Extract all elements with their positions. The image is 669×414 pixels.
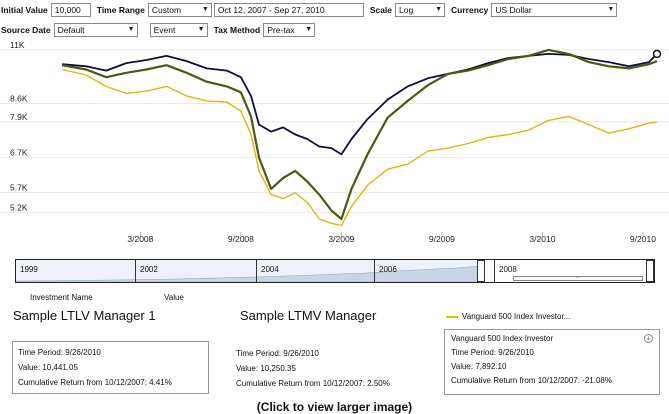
time-navigator[interactable]: 1999 2002 2004 2006 2008 ··· bbox=[15, 259, 655, 283]
vanguard-info-box: + Vanguard 500 Index Investor Time Perio… bbox=[444, 329, 660, 395]
navigator-scrollbar[interactable]: ··· bbox=[513, 276, 643, 281]
controls-row-2: Source Date Default ▼ Event ▼ Tax Method… bbox=[0, 22, 316, 38]
source-date-select[interactable]: Default ▼ bbox=[53, 23, 138, 37]
ltlv-cumulative-return: Cumulative Return from 10/12/2007: 4.41% bbox=[18, 378, 172, 387]
chevron-down-icon: ▼ bbox=[435, 6, 443, 13]
vanguard-cumulative-return: Cumulative Return from 10/12/2007: -21.0… bbox=[451, 376, 612, 385]
plus-circle-icon[interactable]: + bbox=[644, 334, 653, 343]
y-tick-label: 5.2K bbox=[10, 203, 28, 213]
scale-select[interactable]: Log ▼ bbox=[395, 3, 446, 17]
initial-value-input[interactable]: 10,000 bbox=[50, 3, 91, 17]
time-range-value: Custom bbox=[151, 5, 182, 15]
tax-method-value: Pre-tax bbox=[267, 25, 295, 35]
chevron-down-icon: ▼ bbox=[201, 6, 209, 13]
x-tick-label: 3/2009 bbox=[328, 234, 354, 244]
fund-name-ltmv[interactable]: Sample LTMV Manager bbox=[240, 308, 377, 323]
time-range-label: Time Range bbox=[96, 5, 145, 15]
scale-value: Log bbox=[399, 5, 414, 15]
ltlv-info-box: Time Period: 9/26/2010 Value: 10,441.05 … bbox=[12, 341, 209, 394]
time-range-select[interactable]: Custom ▼ bbox=[147, 3, 212, 17]
chevron-down-icon: ▼ bbox=[197, 26, 205, 33]
series-line-gold bbox=[61, 68, 658, 227]
event-value: Event bbox=[153, 25, 176, 35]
navigator-year: 2004 bbox=[256, 260, 279, 282]
date-range-field[interactable]: Oct 12, 2007 - Sep 27, 2010 bbox=[213, 3, 364, 17]
ltmv-time-period: Time Period: 9/26/2010 bbox=[236, 349, 319, 358]
currency-value: US Dollar bbox=[495, 5, 532, 15]
navigator-selected-range[interactable] bbox=[16, 260, 481, 282]
x-tick-label: 3/2008 bbox=[127, 234, 153, 244]
series-end-marker[interactable] bbox=[652, 49, 662, 59]
ltlv-time-period: Time Period: 9/26/2010 bbox=[18, 348, 101, 357]
vanguard-box-title: Vanguard 500 Index Investor bbox=[451, 334, 554, 343]
series-line-olive bbox=[61, 48, 658, 221]
y-tick-label: 6.7K bbox=[10, 148, 28, 158]
ltlv-value: Value: 10,441.05 bbox=[18, 363, 78, 372]
ltmv-value: Value: 10,250.35 bbox=[236, 364, 296, 373]
fund-name-vanguard: Vanguard 500 Index Investor... bbox=[462, 312, 571, 321]
navigator-left-handle[interactable] bbox=[477, 260, 485, 282]
navigator-year: 2008 bbox=[494, 260, 517, 282]
vanguard-time-period: Time Period: 9/26/2010 bbox=[451, 348, 534, 357]
navigator-year: 1999 bbox=[20, 265, 38, 274]
investment-name-header: Investment Name bbox=[30, 293, 93, 302]
controls-row-1: Initial Value 10,000 Time Range Custom ▼… bbox=[0, 2, 618, 18]
x-tick-label: 9/2009 bbox=[429, 234, 455, 244]
navigator-year: 2002 bbox=[135, 260, 158, 282]
ltmv-cumulative-return: Cumulative Return from 10/12/2007: 2.50% bbox=[236, 379, 390, 388]
source-date-label: Source Date bbox=[1, 25, 51, 35]
chevron-down-icon: ▼ bbox=[607, 6, 615, 13]
fund-legend-vanguard[interactable]: Vanguard 500 Index Investor... bbox=[446, 312, 570, 321]
x-tick-label: 9/2008 bbox=[228, 234, 254, 244]
initial-value-label: Initial Value bbox=[1, 5, 48, 15]
y-tick-label: 7.9K bbox=[10, 112, 28, 122]
chevron-down-icon: ▼ bbox=[305, 26, 313, 33]
image-caption-link[interactable]: (Click to view larger image) bbox=[256, 400, 413, 414]
event-select[interactable]: Event ▼ bbox=[149, 23, 208, 37]
vanguard-value: Value: 7,892.10 bbox=[451, 362, 507, 371]
source-date-value: Default bbox=[57, 25, 85, 35]
gold-line-swatch bbox=[446, 315, 458, 318]
x-tick-label: 3/2010 bbox=[529, 234, 555, 244]
scale-label: Scale bbox=[369, 5, 393, 15]
x-axis-ticks: 3/2008 9/2008 3/2009 9/2009 3/2010 9/2010 bbox=[127, 232, 656, 244]
navigator-area-graph bbox=[16, 265, 481, 282]
y-tick-label: 8.6K bbox=[10, 93, 28, 103]
y-tick-label: 5.7K bbox=[10, 183, 28, 193]
x-tick-label: 9/2010 bbox=[630, 234, 656, 244]
chart-series bbox=[61, 48, 658, 227]
tax-method-select[interactable]: Pre-tax ▼ bbox=[263, 23, 316, 37]
fund-name-ltlv[interactable]: Sample LTLV Manager 1 bbox=[13, 308, 156, 323]
currency-label: Currency bbox=[451, 5, 489, 15]
ltmv-info-box: Time Period: 9/26/2010 Value: 10,250.35 … bbox=[236, 346, 436, 391]
currency-select[interactable]: US Dollar ▼ bbox=[491, 3, 618, 17]
y-axis-ticks: 11K 8.6K 7.9K 6.7K 5.7K 5.2K bbox=[10, 40, 28, 213]
navigator-year: 2006 bbox=[374, 260, 397, 282]
series-line-navy bbox=[61, 52, 658, 156]
tax-method-label: Tax Method bbox=[213, 25, 261, 35]
navigator-right-handle[interactable] bbox=[646, 260, 654, 282]
chevron-down-icon: ▼ bbox=[127, 26, 135, 33]
y-tick-label: 11K bbox=[10, 40, 25, 50]
value-header: Value bbox=[164, 293, 184, 302]
